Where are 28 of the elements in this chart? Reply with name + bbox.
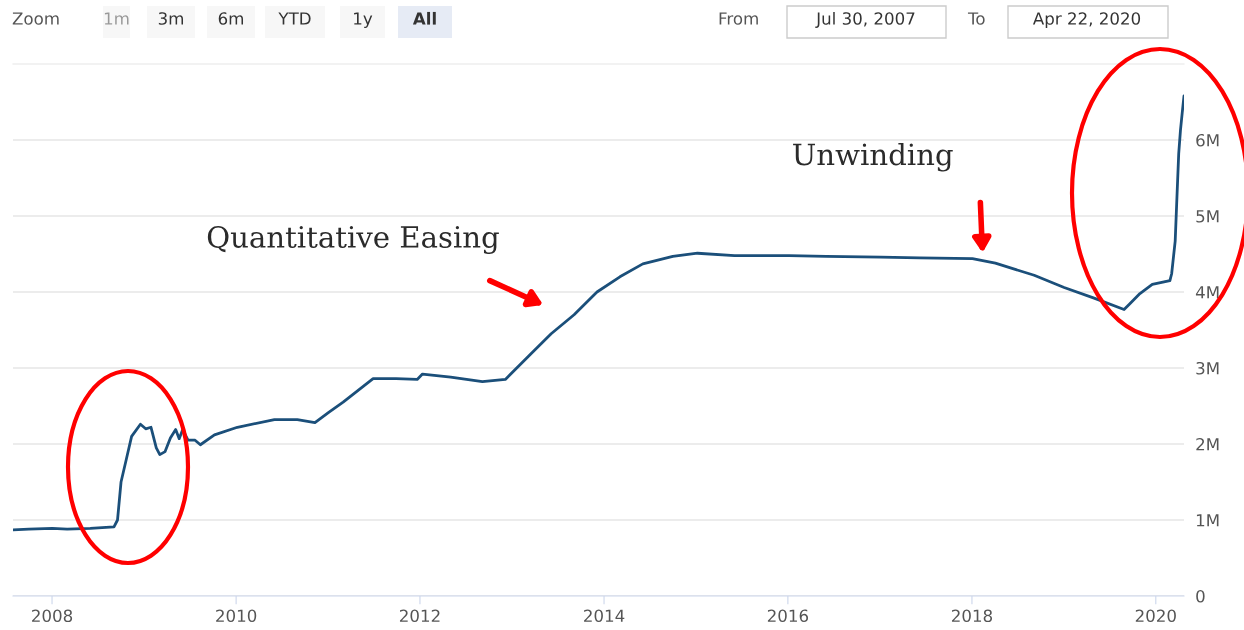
text: Zoom [12, 12, 59, 25]
y-tick-label: 3M [1196, 361, 1219, 375]
text: 1m [104, 12, 129, 25]
x-tick-label: 2014 [584, 609, 625, 623]
y-tick-label: 6M [1196, 133, 1219, 147]
y-tick-label: 0 [1196, 589, 1205, 603]
text: YTD [278, 12, 311, 25]
x-tick-label: 2018 [951, 609, 993, 623]
text: 3m [158, 12, 183, 25]
y-tick-label: 4M [1195, 286, 1219, 299]
line-series [13, 94, 1184, 532]
y-tick-label: 2M [1196, 437, 1219, 451]
text: To [967, 12, 985, 25]
text: Apr 22, 2020 [1032, 12, 1141, 29]
y-tick-label: 1M [1196, 514, 1219, 527]
x-tick-label: 2008 [32, 609, 73, 623]
x-tick-label: 2012 [399, 609, 440, 623]
text: 6m [218, 12, 243, 25]
annotation: Quantitative Easing [207, 225, 499, 255]
y-tick-label: 5M [1196, 210, 1219, 223]
text: 1y [354, 12, 373, 29]
x-tick-label: 2020 [1135, 609, 1176, 623]
annotation: Unwinding [793, 142, 953, 172]
text: All [412, 11, 436, 25]
text: From [719, 12, 758, 25]
x-tick-label: 2016 [767, 609, 809, 623]
text: Jul 30, 2007 [815, 11, 915, 28]
x-tick-label: 2010 [216, 609, 257, 623]
